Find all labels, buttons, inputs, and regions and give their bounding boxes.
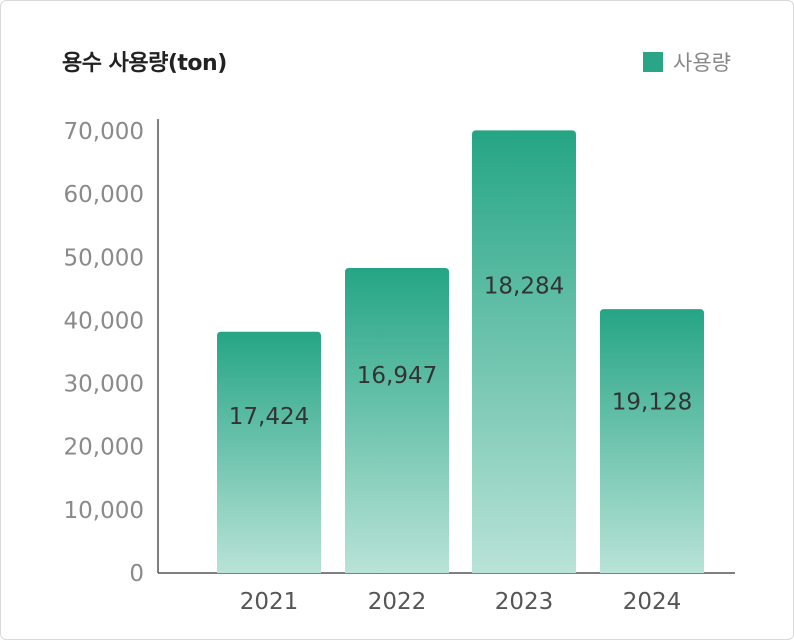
bar-2023 (472, 130, 576, 573)
x-tick-label: 2023 (495, 589, 554, 615)
y-tick-label: 20,000 (64, 435, 144, 461)
data-label-2022: 16,947 (357, 363, 437, 389)
data-label-2024: 19,128 (612, 389, 692, 415)
legend: 사용량 (643, 47, 731, 77)
bar-2022 (345, 268, 449, 573)
y-tick-label: 30,000 (64, 372, 144, 398)
y-tick-label: 0 (129, 561, 144, 587)
data-label-2021: 17,424 (229, 404, 309, 430)
legend-swatch (643, 52, 664, 72)
y-tick-label: 10,000 (64, 498, 144, 524)
x-tick-label: 2024 (623, 589, 682, 615)
bar-2021 (217, 331, 321, 573)
x-tick-label: 2021 (240, 589, 299, 615)
y-tick-label: 40,000 (64, 308, 144, 334)
y-tick-label: 60,000 (64, 182, 144, 208)
chart-title: 용수 사용량(ton) (62, 51, 227, 76)
y-tick-label: 50,000 (64, 245, 144, 271)
data-label-2023: 18,284 (484, 273, 564, 299)
legend-label: 사용량 (673, 51, 731, 75)
x-tick-label: 2022 (368, 589, 427, 615)
bar-2024 (600, 309, 704, 573)
y-tick-label: 70,000 (64, 119, 144, 145)
